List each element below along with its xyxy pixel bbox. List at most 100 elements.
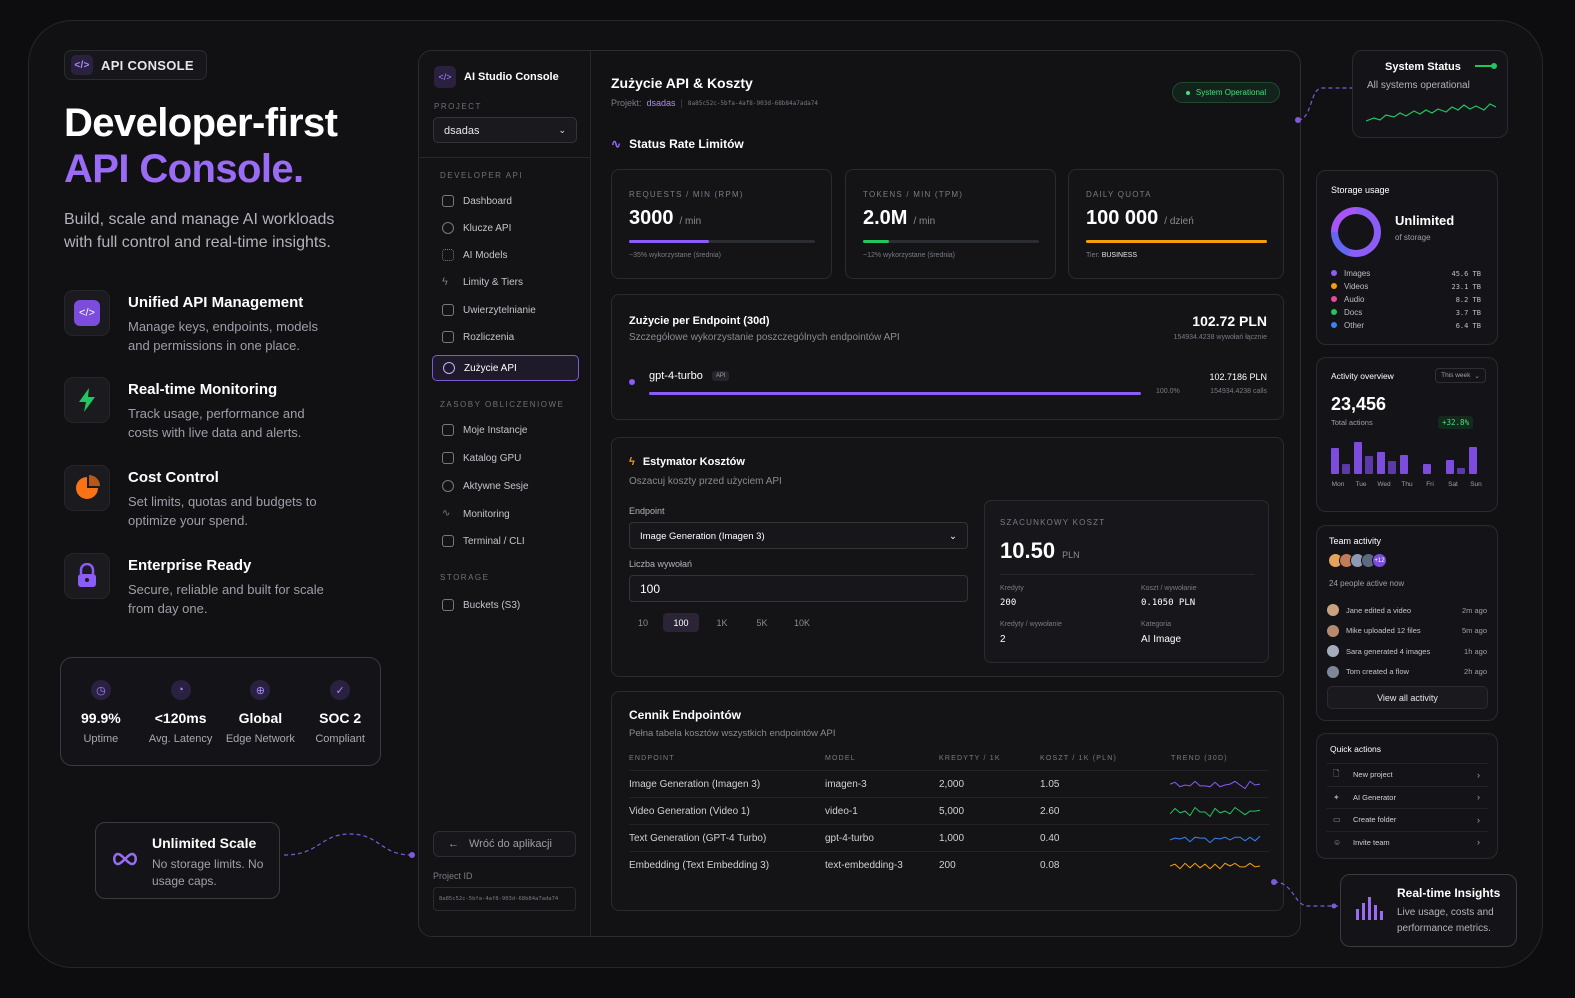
main-content: Zużycie API & Koszty Projekt: dsadas | 8a85… (592, 51, 1300, 936)
endpoint-calls: 154934.4238 calls (1210, 388, 1267, 395)
limit-label: TOKENS / MIN (TPM) (863, 190, 964, 199)
table-row: Image Generation (Imagen 3) imagen-3 2,000… (629, 770, 1269, 798)
activity-time: 5m ago (1461, 626, 1487, 636)
nav-billing[interactable]: Rozliczenia (432, 324, 579, 350)
pulse-icon: ∿ (442, 508, 451, 519)
storage-value: Unlimited (1395, 213, 1455, 228)
nav-instances[interactable]: Moje Instancje (432, 417, 579, 443)
back-to-app-button[interactable]: ← Wróć do aplikacji (433, 831, 576, 857)
nav-api-usage[interactable]: Zużycie API (432, 355, 579, 381)
quick-action-label: AI Generator (1353, 792, 1396, 802)
day-label: Sun (1470, 481, 1482, 488)
quick-action-ai-generator[interactable]: ✦ AI Generator › (1327, 785, 1488, 809)
stat-value: SOC 2 (319, 710, 362, 726)
card-title: Estymator Kosztów (642, 456, 745, 468)
page-title: Zużycie API & Koszty (611, 75, 753, 91)
cell-credits: 5,000 (939, 806, 965, 817)
preset-10[interactable]: 10 (637, 617, 648, 628)
activity-bar-secondary (1388, 461, 1396, 474)
col-header-model: MODEL (825, 755, 856, 762)
card-title: Cennik Endpointów (629, 708, 741, 722)
cost-estimator-card: ϟ Estymator Kosztów Oszacuj koszty przed … (611, 437, 1284, 677)
storage-item-value: 45.6 TB (1451, 269, 1481, 278)
pricing-table-body: Image Generation (Imagen 3) imagen-3 2,000… (629, 770, 1269, 882)
cell-endpoint: Image Generation (Imagen 3) (629, 779, 761, 790)
quick-actions-list: 🗋 New project › ✦ AI Generator › ▭ Create folde… (1327, 763, 1488, 853)
endpoint-name: gpt-4-turbo (649, 370, 703, 382)
status-sparkline (1366, 103, 1496, 122)
preset-5k[interactable]: 5K (756, 617, 768, 628)
team-activity-card: Team activity +12 24 people active now J… (1316, 525, 1498, 721)
endpoint-select[interactable]: Image Generation (Imagen 3) ⌄ (629, 522, 968, 549)
cell-credits: 200 (939, 860, 956, 871)
project-id-label: Project ID (433, 871, 473, 881)
nav-terminal[interactable]: Terminal / CLI (432, 528, 579, 554)
quick-action-invite-team[interactable]: ☺ Invite team › (1327, 830, 1488, 854)
nav-monitoring[interactable]: ∿ Monitoring (432, 501, 579, 527)
stat-label: Compliant (315, 733, 365, 745)
bolt-icon: ϟ (629, 456, 635, 468)
cpc-label: Kredyty / wywołanie (1000, 621, 1062, 628)
stat-value: <120ms (154, 710, 207, 726)
cell-credits: 2,000 (939, 779, 965, 790)
project-select-value: dsadas (444, 125, 480, 137)
limit-bar (1086, 240, 1267, 243)
clock-icon (443, 362, 455, 374)
nav-api-keys[interactable]: Klucze API (432, 215, 579, 241)
range-select[interactable]: This week ⌄ (1435, 368, 1486, 383)
nav-label: Uwierzytelnianie (463, 304, 536, 316)
quick-actions-title: Quick actions (1330, 744, 1382, 754)
chevron-down-icon: ⌄ (949, 531, 957, 542)
project-id-field[interactable]: 8a85c52c-5bfa-4af8-903d-68b84a7ada74 (433, 887, 576, 911)
calls-input[interactable]: 100 (629, 575, 968, 602)
storage-item-label: Docs (1344, 308, 1363, 317)
activity-text: Sara generated 4 images (1346, 646, 1431, 656)
plug-icon (442, 480, 454, 492)
nav-label: Monitoring (463, 508, 510, 520)
day-label: Tue (1355, 481, 1367, 488)
storage-legend-item: Other 6.4 TB (1331, 319, 1481, 332)
activity-overview-card: Activity overview This week ⌄ 23,456 Tota… (1316, 357, 1498, 512)
day-label: Wed (1377, 481, 1391, 488)
view-all-activity-button[interactable]: View all activity (1327, 686, 1488, 709)
preset-100[interactable]: 100 (663, 613, 699, 632)
nav-label: Buckets (S3) (463, 599, 521, 611)
preset-10k[interactable]: 10K (793, 617, 810, 628)
nav-dashboard[interactable]: Dashboard (432, 188, 579, 214)
nav-ai-models[interactable]: AI Models (432, 242, 579, 268)
nav-label: Aktywne Sesje (463, 480, 529, 492)
preset-1k[interactable]: 1K (716, 617, 728, 628)
endpoint-amount: 102.7186 PLN (1209, 372, 1267, 382)
nav-label: Katalog GPU (463, 452, 522, 464)
nav-limits[interactable]: ϟ Limity & Tiers (442, 276, 524, 288)
stat-compliance: ✓ SOC 2 Compliant (301, 680, 379, 765)
pulse-icon: ∿ (611, 137, 622, 151)
system-status-desc: All systems operational (1367, 80, 1470, 91)
nav-gpu-catalog[interactable]: Katalog GPU (432, 445, 579, 471)
activity-text: Mike uploaded 12 files (1346, 626, 1421, 636)
storage-item-value: 6.4 TB (1455, 321, 1481, 330)
project-id: 8a85c52c-5bfa-4af8-903d-68b84a7ada74 (687, 99, 818, 107)
nav-buckets[interactable]: Buckets (S3) (432, 592, 579, 618)
terminal-icon (442, 535, 454, 547)
storage-usage-card: Storage usage Unlimited of storage Image… (1316, 170, 1498, 345)
activity-delta: +32.8% (1438, 416, 1474, 429)
quick-action-new-project[interactable]: 🗋 New project › (1327, 763, 1488, 786)
limit-value: 100 000 (1086, 207, 1159, 229)
team-activity-item: Tom created a flow 2h ago (1327, 662, 1487, 683)
limit-note: ~12% wykorzystane (średnia) (863, 252, 956, 259)
feature-unified-api: </> Unified API Management Manage keys, e… (64, 290, 364, 355)
stat-value: 99.9% (81, 710, 121, 726)
project-select[interactable]: dsadas ⌄ (433, 117, 577, 143)
limit-unit: / min (913, 216, 936, 227)
project-link[interactable]: dsadas (646, 98, 676, 108)
insights-desc: Live usage, costs and performance metric… (1397, 907, 1494, 934)
limit-note: ~35% wykorzystane (średnia) (629, 252, 722, 259)
activity-bar (1423, 464, 1431, 474)
nav-auth[interactable]: Uwierzytelnianie (432, 297, 579, 323)
cell-cost: 0.40 (1040, 833, 1060, 844)
storage-item-name: Audio (1331, 295, 1364, 304)
nav-sessions[interactable]: Aktywne Sesje (432, 473, 579, 499)
range-value: This week (1441, 372, 1471, 379)
quick-action-create-folder[interactable]: ▭ Create folder › (1327, 808, 1488, 831)
